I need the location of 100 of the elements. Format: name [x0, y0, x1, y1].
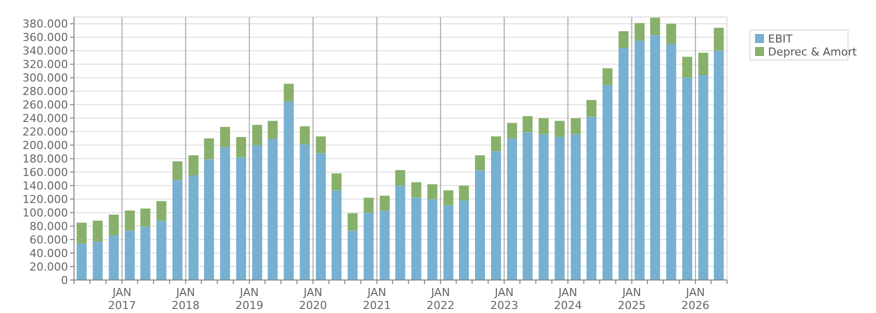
- bar: [474, 170, 485, 280]
- x-tick-label: JAN 2019: [235, 286, 264, 312]
- bar: [124, 230, 135, 280]
- bar: [698, 74, 708, 280]
- y-tick-label: 220.000: [22, 125, 68, 138]
- bar: [188, 155, 198, 176]
- bar: [427, 184, 438, 200]
- bar: [300, 126, 310, 144]
- bar: [554, 137, 565, 280]
- bar: [666, 24, 676, 44]
- bar: [316, 136, 326, 154]
- bar: [443, 190, 454, 206]
- bar: [650, 18, 660, 36]
- bar: [714, 50, 724, 280]
- bar: [586, 116, 596, 280]
- bar: [682, 78, 692, 280]
- bar: [124, 210, 135, 231]
- bar: [682, 56, 692, 78]
- bar: [380, 196, 390, 211]
- bar: [634, 23, 645, 41]
- y-tick-label: 140.000: [22, 179, 68, 192]
- y-tick-label: 180.000: [22, 152, 68, 166]
- bar: [507, 138, 518, 280]
- bar: [316, 153, 326, 280]
- bar: [618, 31, 629, 48]
- y-tick-label: 20.000: [30, 260, 68, 274]
- bar: [140, 226, 150, 280]
- y-tick-label: 380.000: [22, 18, 68, 31]
- bar: [140, 208, 150, 227]
- bar: [380, 210, 390, 280]
- bar: [411, 182, 422, 198]
- bar: [332, 173, 342, 190]
- bar: [364, 198, 374, 213]
- bar: [204, 159, 214, 280]
- x-tick-label: JAN 2021: [362, 286, 391, 312]
- bar: [491, 136, 501, 152]
- x-tick-label: JAN 2024: [554, 286, 582, 312]
- bar: [666, 44, 676, 280]
- bar: [172, 161, 182, 180]
- bar: [474, 155, 485, 170]
- bar: [156, 220, 166, 280]
- bar: [108, 214, 119, 236]
- bar: [538, 134, 549, 280]
- y-tick-label: 340.000: [22, 44, 68, 58]
- bar: [458, 200, 469, 280]
- x-tick-label: JAN 2025: [618, 286, 646, 312]
- y-tick-label: 260.000: [22, 98, 68, 112]
- bar: [172, 180, 182, 280]
- bar: [348, 213, 358, 231]
- bar: [602, 68, 612, 86]
- legend-label: EBIT: [768, 32, 793, 46]
- y-tick-label: 360.000: [22, 31, 68, 44]
- bar: [602, 85, 612, 280]
- x-tick-label: JAN 2026: [681, 286, 710, 312]
- y-tick-label: 80.000: [30, 220, 68, 233]
- bar: [507, 122, 518, 138]
- bar: [570, 134, 581, 280]
- y-tick-label: 300.000: [22, 72, 68, 85]
- x-tick-label: JAN 2022: [426, 286, 455, 312]
- bar: [108, 235, 119, 280]
- y-tick-label: 60.000: [30, 233, 68, 246]
- x-tick-label: JAN 2023: [490, 286, 518, 312]
- bar: [411, 198, 422, 280]
- bar: [364, 212, 374, 280]
- bar: [427, 199, 438, 280]
- bar: [698, 52, 708, 75]
- bar: [252, 145, 262, 280]
- bar: [395, 170, 406, 186]
- bar: [76, 222, 87, 244]
- bar: [538, 118, 549, 134]
- bar: [220, 147, 230, 280]
- bar: [284, 102, 294, 280]
- bar: [204, 138, 214, 160]
- y-tick-label: 240.000: [22, 112, 68, 126]
- bar: [156, 201, 166, 221]
- bar: [714, 28, 724, 51]
- x-tick-label: JAN 2018: [172, 286, 200, 312]
- bar: [586, 100, 596, 117]
- bar: [332, 190, 342, 280]
- bar: [300, 144, 310, 280]
- y-tick-label: 100.000: [22, 206, 68, 220]
- x-tick-label: JAN 2017: [108, 286, 136, 312]
- bar: [236, 137, 246, 158]
- y-tick-label: 0: [61, 274, 68, 287]
- bar: [268, 139, 278, 280]
- bar: [348, 230, 358, 280]
- bar: [92, 242, 103, 280]
- bar: [252, 124, 262, 146]
- bar: [76, 244, 87, 280]
- bar: [522, 116, 533, 132]
- bar: [284, 84, 294, 102]
- bar: [268, 120, 278, 140]
- bar: [522, 132, 533, 280]
- bar: [650, 35, 660, 280]
- y-tick-label: 160.000: [22, 166, 68, 179]
- bar: [395, 186, 406, 280]
- bar: [554, 120, 565, 138]
- bar: [220, 126, 230, 148]
- bar: [443, 205, 454, 280]
- bar: [491, 151, 501, 280]
